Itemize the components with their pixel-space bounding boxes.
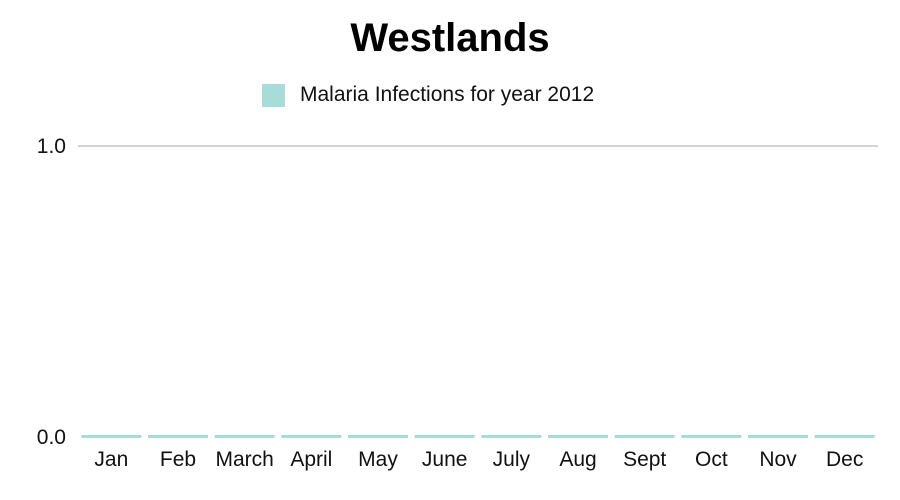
- bar-sept: [614, 435, 675, 438]
- bar-aug: [548, 435, 608, 438]
- bar-april: [281, 435, 342, 438]
- legend-swatch: [262, 83, 285, 107]
- x-tick-label: Aug: [559, 448, 596, 471]
- chart-title: Westlands: [350, 16, 550, 60]
- y-tick-label: 1.0: [37, 135, 66, 158]
- x-tick-label: Nov: [759, 448, 797, 471]
- x-tick-label: April: [290, 448, 332, 471]
- bar-jan: [81, 435, 142, 438]
- x-tick-label: June: [422, 448, 468, 471]
- x-tick-label: July: [493, 448, 531, 471]
- x-tick-label: May: [358, 448, 398, 471]
- bar-nov: [748, 435, 808, 438]
- x-tick-label: Oct: [695, 448, 728, 471]
- bar-march: [214, 435, 275, 438]
- x-tick-label: Jan: [94, 448, 128, 471]
- bar-june: [414, 435, 475, 438]
- x-tick-label: Sept: [623, 448, 666, 471]
- bar-oct: [681, 435, 742, 438]
- bar-feb: [148, 435, 208, 438]
- x-tick-label: March: [215, 448, 273, 471]
- bar-dec: [814, 435, 875, 438]
- y-tick-label: 0.0: [37, 426, 66, 449]
- chart-legend: Malaria Infections for year 2012: [262, 83, 594, 107]
- x-tick-label: Feb: [160, 448, 196, 471]
- bar-may: [348, 435, 408, 438]
- x-tick-label: Dec: [826, 448, 863, 471]
- legend-label: Malaria Infections for year 2012: [300, 83, 595, 106]
- bar-july: [481, 435, 542, 438]
